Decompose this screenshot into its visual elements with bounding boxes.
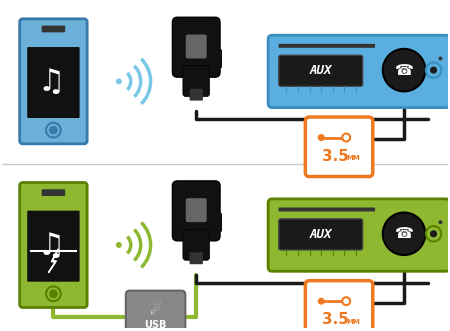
FancyBboxPatch shape bbox=[210, 213, 222, 232]
Circle shape bbox=[318, 134, 325, 141]
Circle shape bbox=[430, 230, 437, 237]
FancyBboxPatch shape bbox=[27, 211, 80, 282]
FancyBboxPatch shape bbox=[268, 199, 450, 271]
FancyBboxPatch shape bbox=[172, 181, 220, 241]
Text: 3.5: 3.5 bbox=[322, 149, 349, 164]
FancyBboxPatch shape bbox=[279, 219, 363, 250]
FancyBboxPatch shape bbox=[42, 25, 65, 32]
Text: MM: MM bbox=[346, 155, 360, 161]
FancyBboxPatch shape bbox=[183, 229, 210, 260]
Polygon shape bbox=[49, 249, 58, 273]
Circle shape bbox=[318, 298, 325, 305]
FancyBboxPatch shape bbox=[20, 19, 87, 144]
Circle shape bbox=[116, 78, 122, 84]
Text: ☎: ☎ bbox=[395, 226, 414, 241]
FancyBboxPatch shape bbox=[20, 182, 87, 307]
Circle shape bbox=[438, 220, 442, 224]
Circle shape bbox=[430, 67, 437, 74]
FancyBboxPatch shape bbox=[279, 55, 363, 86]
FancyBboxPatch shape bbox=[172, 49, 184, 69]
FancyBboxPatch shape bbox=[186, 34, 207, 59]
Circle shape bbox=[46, 123, 61, 137]
FancyBboxPatch shape bbox=[186, 198, 207, 222]
Text: AUX: AUX bbox=[310, 64, 332, 77]
Text: 3.5: 3.5 bbox=[322, 312, 349, 327]
Text: AUX: AUX bbox=[310, 228, 332, 241]
Circle shape bbox=[49, 290, 58, 298]
Text: MM: MM bbox=[346, 319, 360, 325]
FancyBboxPatch shape bbox=[279, 44, 375, 48]
Text: ☄: ☄ bbox=[149, 304, 162, 317]
Text: USB: USB bbox=[144, 320, 167, 330]
FancyBboxPatch shape bbox=[279, 208, 375, 212]
FancyBboxPatch shape bbox=[27, 47, 80, 118]
FancyBboxPatch shape bbox=[172, 213, 184, 232]
Circle shape bbox=[49, 126, 58, 134]
FancyBboxPatch shape bbox=[172, 17, 220, 77]
Text: ☎: ☎ bbox=[395, 63, 414, 78]
Circle shape bbox=[342, 297, 350, 305]
Text: ♫: ♫ bbox=[37, 68, 64, 97]
FancyBboxPatch shape bbox=[268, 35, 450, 108]
FancyBboxPatch shape bbox=[210, 49, 222, 69]
FancyBboxPatch shape bbox=[306, 117, 373, 176]
Circle shape bbox=[46, 286, 61, 301]
FancyBboxPatch shape bbox=[126, 291, 185, 331]
Circle shape bbox=[383, 213, 425, 255]
Circle shape bbox=[426, 226, 441, 242]
Circle shape bbox=[342, 133, 350, 141]
Circle shape bbox=[438, 57, 442, 61]
Circle shape bbox=[116, 242, 122, 248]
Circle shape bbox=[383, 49, 425, 91]
FancyBboxPatch shape bbox=[306, 281, 373, 331]
Circle shape bbox=[426, 62, 441, 78]
Text: ♫: ♫ bbox=[37, 232, 64, 261]
FancyBboxPatch shape bbox=[42, 189, 65, 196]
FancyBboxPatch shape bbox=[183, 66, 210, 97]
FancyBboxPatch shape bbox=[189, 252, 203, 264]
FancyBboxPatch shape bbox=[189, 89, 203, 101]
